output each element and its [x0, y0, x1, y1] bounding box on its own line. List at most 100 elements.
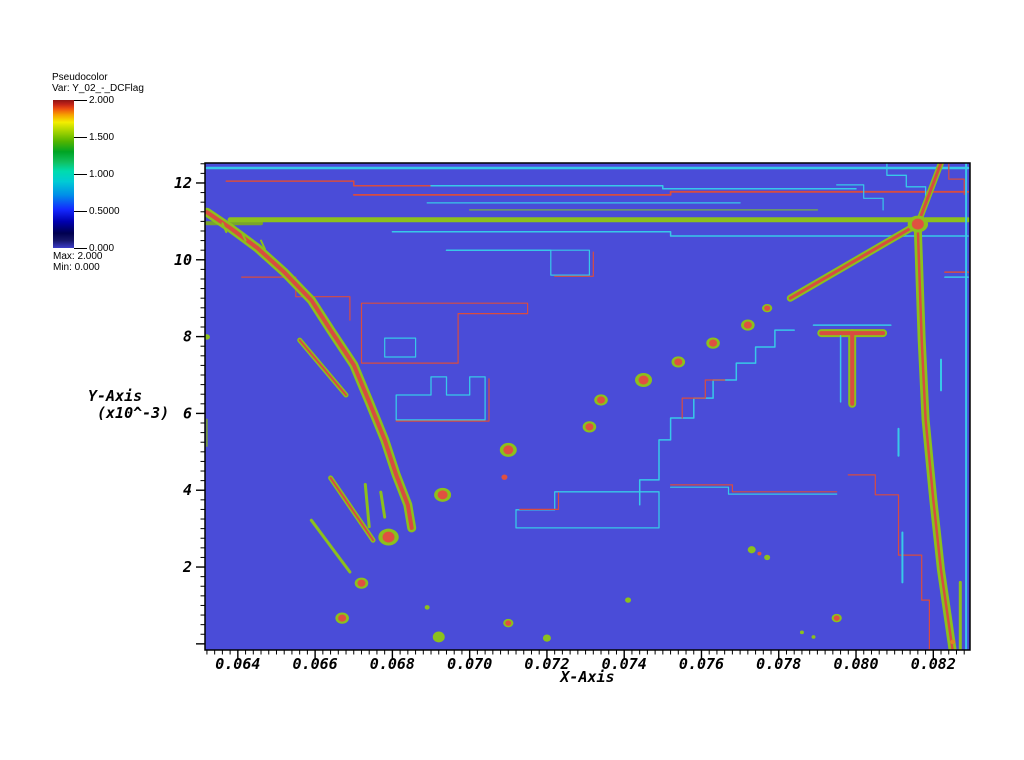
x-tick-label: 0.082: [911, 655, 956, 673]
legend-max: Max: 2.000: [53, 251, 103, 262]
field-feature-line: [379, 490, 387, 519]
field-feature-line: [384, 337, 417, 358]
field-blob: [542, 634, 551, 642]
field-feature-line: [395, 378, 490, 422]
colorbar-gradient: [53, 100, 74, 248]
field-feature-line: [395, 376, 486, 421]
field-blob: [747, 546, 756, 554]
field-feature-line: [681, 379, 726, 419]
colorbar-tick-line: [74, 210, 87, 212]
field-feature-line: [225, 180, 432, 187]
field-blob: [505, 620, 512, 626]
pseudocolor-legend: Pseudocolor Var: Y_02_-_DCFlag 2.000 1.50…: [52, 72, 192, 273]
colorbar-tick-label: 0.000: [89, 243, 115, 254]
field-blob: [205, 334, 210, 340]
field-blob: [638, 375, 649, 385]
field-feature-line: [886, 163, 927, 201]
y-tick-label: 2: [182, 558, 192, 576]
field-feature-line: [329, 476, 375, 542]
field-blob: [833, 615, 840, 621]
colorbar-tick-line: [74, 136, 87, 138]
field-feature-line: [309, 518, 352, 574]
y-tick-label: 8: [183, 328, 192, 346]
colorbar-tick-label: 1.500: [89, 132, 115, 143]
field-blob: [911, 218, 924, 230]
x-tick-label: 0.078: [756, 655, 801, 673]
y-axis-title-line1: Y-Axis: [88, 387, 143, 405]
field-feature-line: [363, 483, 371, 529]
y-tick-label: 12: [174, 174, 192, 192]
field-feature-line: [360, 302, 529, 364]
y-tick-label: 4: [183, 481, 192, 499]
field-feature-line: [352, 190, 969, 196]
field-feature-line: [836, 184, 884, 211]
field-feature-line: [519, 492, 560, 510]
field-blob: [709, 339, 718, 347]
colorbar-tick-line: [74, 99, 87, 101]
field-feature-line: [669, 484, 838, 493]
field-feature-line: [916, 163, 943, 226]
y-tick-label: 10: [174, 251, 192, 269]
field-feature-line: [298, 339, 347, 396]
colorbar-tick-label: 0.5000: [89, 206, 120, 217]
colorbar-tick-label: 1.000: [89, 169, 115, 180]
y-tick-label: 6: [183, 404, 192, 422]
field-feature-line: [205, 210, 414, 530]
field-blob: [357, 579, 366, 587]
field-feature-line: [554, 251, 594, 277]
y-axis-title: Y-Axis (x10^-3): [88, 388, 169, 422]
field-blob: [757, 551, 762, 556]
axis-ticks: [196, 163, 965, 659]
field-blob: [432, 631, 445, 643]
field-blob: [503, 445, 514, 455]
x-tick-label: 0.076: [679, 655, 724, 673]
x-tick-label: 0.066: [293, 655, 338, 673]
field-blob: [625, 597, 632, 603]
field-blob: [743, 321, 752, 329]
field-feature-line: [788, 222, 920, 300]
field-blob: [585, 423, 594, 431]
legend-min: Min: 0.000: [53, 262, 100, 273]
field-feature-line: [430, 184, 857, 190]
x-axis-title: X-Axis: [560, 668, 615, 686]
field-feature-line: [550, 249, 591, 276]
x-tick-label: 0.068: [370, 655, 415, 673]
field-feature-line: [638, 329, 795, 506]
field-feature-line: [221, 222, 228, 234]
field-blob: [338, 614, 347, 622]
field-blob: [501, 474, 508, 480]
field-feature-line: [391, 230, 969, 237]
field-feature-line: [847, 474, 931, 650]
plot-features: [205, 163, 970, 650]
field-blob: [382, 531, 395, 543]
field-blob: [764, 554, 771, 561]
x-tick-label: 0.080: [833, 655, 878, 673]
field-feature-line: [260, 239, 266, 250]
field-feature-line: [241, 276, 351, 321]
colorbar-tick-label: 2.000: [89, 95, 115, 106]
field-blob: [799, 630, 804, 635]
x-tick-label: 0.064: [215, 655, 260, 673]
colorbar-tick-line: [74, 173, 87, 175]
colorbar-tick-line: [74, 247, 87, 249]
field-feature-line: [240, 231, 247, 242]
field-blob: [597, 396, 606, 404]
field-feature-line: [948, 163, 965, 196]
y-axis-title-line2: (x10^-3): [97, 404, 170, 422]
field-blob: [811, 635, 816, 639]
legend-variable: Var: Y_02_-_DCFlag: [52, 83, 144, 94]
plot-field-background: [205, 163, 970, 650]
x-tick-label: 0.070: [447, 655, 492, 673]
field-feature-line: [669, 486, 838, 495]
field-blob: [950, 639, 956, 645]
x-tick-label: 0.074: [602, 655, 647, 673]
legend-title: Pseudocolor: [52, 72, 108, 83]
field-blob: [764, 305, 771, 311]
field-feature-line: [916, 226, 954, 650]
plot-frame: [204, 162, 971, 651]
field-blob: [424, 605, 430, 610]
field-blob: [437, 490, 448, 500]
x-tick-label: 0.072: [524, 655, 569, 673]
